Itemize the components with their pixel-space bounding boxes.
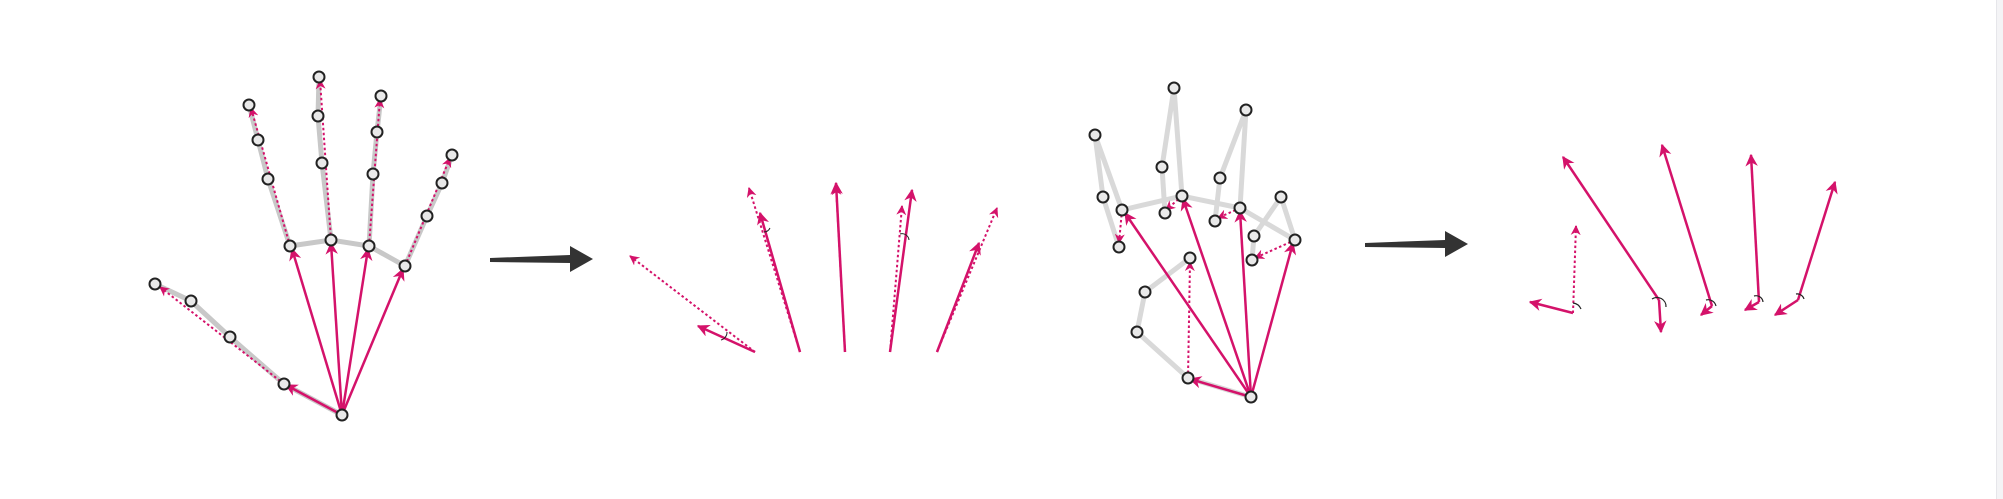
finger-vectors <box>159 79 452 385</box>
transform-arrow-2 <box>1365 231 1468 257</box>
angle-marks <box>720 227 910 341</box>
right-edge-scrollbar <box>1996 0 2003 499</box>
hand-open-keypoints <box>148 70 459 422</box>
finger-tip-vectors <box>1654 298 1799 334</box>
finger-vector-fan <box>1570 225 1581 314</box>
curled-hand-vectors <box>1528 143 1838 334</box>
open-hand-vectors <box>629 181 999 354</box>
palm-vectors <box>284 241 405 417</box>
transform-arrow-1 <box>490 246 593 272</box>
skeleton-lines <box>1092 87 1298 400</box>
joint-markers <box>1088 81 1302 404</box>
finger-vector-fan <box>629 185 999 353</box>
hand-curled-keypoints <box>1088 81 1302 404</box>
joint-markers <box>148 70 459 422</box>
angle-marks <box>1572 293 1805 310</box>
palm-vector-fan <box>696 181 981 354</box>
palm-vectors <box>1123 197 1297 399</box>
skeleton-lines <box>152 74 455 418</box>
palm-vector-fan <box>1528 143 1838 315</box>
right-arrow-icon <box>1365 231 1468 257</box>
right-arrow-icon <box>490 246 593 272</box>
